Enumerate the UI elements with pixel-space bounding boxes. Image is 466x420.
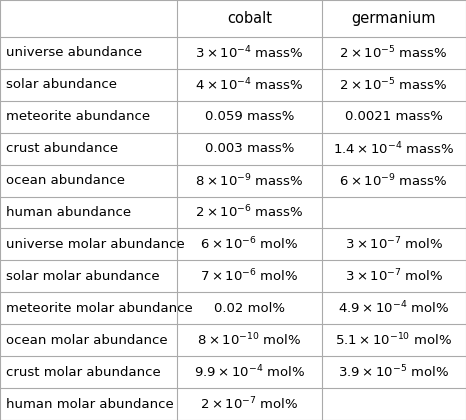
- Text: $8\times10^{-10}$ mol%: $8\times10^{-10}$ mol%: [197, 332, 302, 349]
- Text: $2\times10^{-6}$ mass%: $2\times10^{-6}$ mass%: [195, 204, 304, 221]
- Text: universe abundance: universe abundance: [6, 46, 142, 59]
- Text: solar abundance: solar abundance: [6, 78, 116, 91]
- Text: 0.059 mass%: 0.059 mass%: [205, 110, 294, 123]
- Text: 0.02 mol%: 0.02 mol%: [214, 302, 285, 315]
- Text: $3\times10^{-7}$ mol%: $3\times10^{-7}$ mol%: [344, 268, 443, 285]
- Text: crust abundance: crust abundance: [6, 142, 118, 155]
- Text: 0.0021 mass%: 0.0021 mass%: [345, 110, 443, 123]
- Text: meteorite abundance: meteorite abundance: [6, 110, 150, 123]
- Text: universe molar abundance: universe molar abundance: [6, 238, 185, 251]
- Text: $4.9\times10^{-4}$ mol%: $4.9\times10^{-4}$ mol%: [338, 300, 449, 317]
- Text: cobalt: cobalt: [227, 11, 272, 26]
- Text: human molar abundance: human molar abundance: [6, 398, 173, 410]
- Text: $1.4\times10^{-4}$ mass%: $1.4\times10^{-4}$ mass%: [333, 140, 454, 157]
- Text: $3.9\times10^{-5}$ mol%: $3.9\times10^{-5}$ mol%: [338, 364, 449, 381]
- Text: $9.9\times10^{-4}$ mol%: $9.9\times10^{-4}$ mol%: [194, 364, 305, 381]
- Text: solar molar abundance: solar molar abundance: [6, 270, 159, 283]
- Text: $6\times10^{-6}$ mol%: $6\times10^{-6}$ mol%: [200, 236, 299, 253]
- Text: crust molar abundance: crust molar abundance: [6, 366, 160, 378]
- Text: $2\times10^{-5}$ mass%: $2\times10^{-5}$ mass%: [339, 76, 448, 93]
- Text: ocean abundance: ocean abundance: [6, 174, 124, 187]
- Text: $5.1\times10^{-10}$ mol%: $5.1\times10^{-10}$ mol%: [335, 332, 452, 349]
- Text: $6\times10^{-9}$ mass%: $6\times10^{-9}$ mass%: [339, 172, 448, 189]
- Text: human abundance: human abundance: [6, 206, 131, 219]
- Text: $2\times10^{-7}$ mol%: $2\times10^{-7}$ mol%: [200, 396, 299, 412]
- Text: $7\times10^{-6}$ mol%: $7\times10^{-6}$ mol%: [200, 268, 299, 285]
- Text: $3\times10^{-7}$ mol%: $3\times10^{-7}$ mol%: [344, 236, 443, 253]
- Text: meteorite molar abundance: meteorite molar abundance: [6, 302, 192, 315]
- Text: $2\times10^{-5}$ mass%: $2\times10^{-5}$ mass%: [339, 45, 448, 61]
- Text: $3\times10^{-4}$ mass%: $3\times10^{-4}$ mass%: [195, 45, 304, 61]
- Text: $8\times10^{-9}$ mass%: $8\times10^{-9}$ mass%: [195, 172, 304, 189]
- Text: $4\times10^{-4}$ mass%: $4\times10^{-4}$ mass%: [195, 76, 304, 93]
- Text: germanium: germanium: [351, 11, 436, 26]
- Text: 0.003 mass%: 0.003 mass%: [205, 142, 294, 155]
- Text: ocean molar abundance: ocean molar abundance: [6, 334, 167, 346]
